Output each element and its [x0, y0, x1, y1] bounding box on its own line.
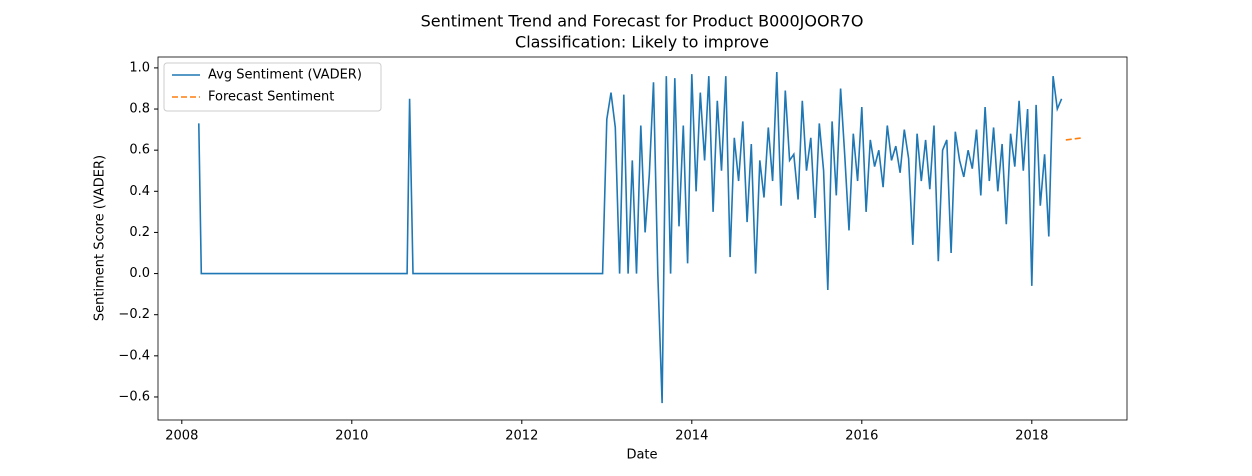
- x-tick-label: 2018: [1015, 429, 1048, 444]
- legend-label: Forecast Sentiment: [208, 90, 334, 105]
- y-tick-label: −0.6: [118, 389, 150, 404]
- y-tick-label: −0.4: [118, 348, 150, 363]
- legend-box: [163, 62, 382, 112]
- x-tick-label: 2012: [505, 429, 538, 444]
- y-tick-label: −0.2: [118, 307, 150, 322]
- x-tick-label: 2016: [845, 429, 878, 444]
- y-tick-label: 0.0: [129, 266, 150, 281]
- y-tick-label: 0.2: [129, 225, 150, 240]
- y-axis-label: Sentiment Score (VADER): [93, 155, 108, 321]
- y-tick-label: 0.6: [129, 143, 150, 158]
- data-line: [1065, 137, 1083, 141]
- x-tick-label: 2010: [335, 429, 368, 444]
- y-tick-label: 0.4: [129, 184, 150, 199]
- legend-label: Avg Sentiment (VADER): [208, 68, 362, 83]
- chart-subtitle: Classification: Likely to improve: [515, 33, 769, 52]
- plot-frame: [157, 56, 1128, 421]
- data-line: [198, 71, 1063, 404]
- x-axis-label: Date: [626, 448, 657, 463]
- x-tick-label: 2014: [675, 429, 708, 444]
- chart-title: Sentiment Trend and Forecast for Product…: [421, 12, 864, 31]
- x-tick-label: 2008: [165, 429, 198, 444]
- y-tick-label: 0.8: [129, 102, 150, 117]
- y-tick-label: 1.0: [129, 60, 150, 75]
